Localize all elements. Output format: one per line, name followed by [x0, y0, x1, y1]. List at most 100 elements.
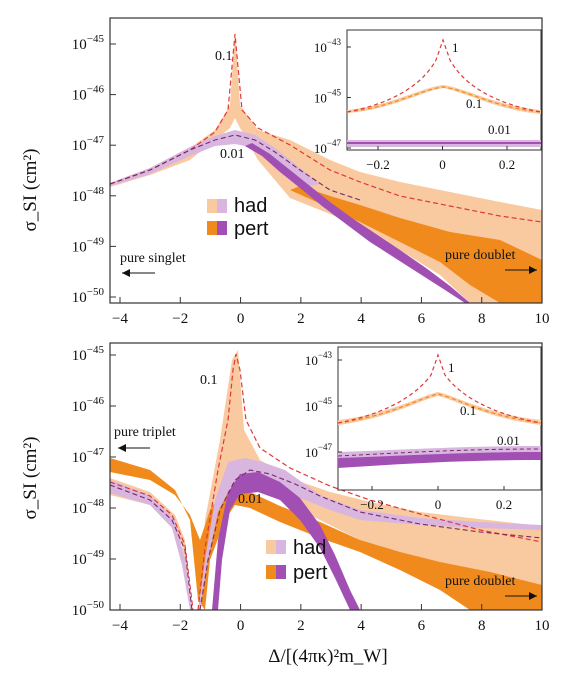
- bot-inset-x-ticks: −0.2 0 0.2: [360, 486, 512, 512]
- y-tick-label: 10−43: [305, 350, 333, 368]
- y-tick-exp: −45: [318, 396, 333, 406]
- bot-pert-band-orange: [110, 458, 542, 610]
- y-tick-base: 10: [72, 603, 87, 619]
- x-tick-label: 4: [357, 311, 365, 327]
- bot-legend-pert-swatch-orange: [266, 565, 276, 579]
- y-tick-label: 10−45: [305, 396, 333, 414]
- top-pert-band-purple: [245, 143, 470, 303]
- bot-inset-label-1: 1: [448, 360, 455, 375]
- bot-label-01: 0.1: [200, 373, 218, 388]
- y-tick-exp: −47: [318, 442, 333, 452]
- y-tick-exp: −45: [87, 33, 105, 45]
- x-tick-label: 2: [297, 311, 305, 327]
- top-frame: [109, 17, 543, 304]
- y-tick-exp: −45: [87, 344, 105, 356]
- top-inset-x-ticks: −0.2 0 0.2: [366, 146, 515, 172]
- top-line-01: [110, 33, 542, 223]
- y-tick-label: 10−50: [72, 286, 105, 306]
- bot-frame: [109, 342, 543, 611]
- y-tick-exp: −43: [318, 350, 333, 360]
- y-tick-base: 10: [314, 40, 327, 55]
- x-tick-label: −2: [172, 618, 188, 634]
- x-tick-label: 0: [237, 618, 245, 634]
- bot-annotation-left: pure triplet: [114, 425, 176, 440]
- x-tick-label: −4: [112, 618, 128, 634]
- bot-inset-line-001: [338, 448, 541, 457]
- top-label-01: 0.1: [215, 49, 233, 64]
- bot-inset-band-purple: [338, 452, 541, 468]
- top-inset-label-01: 0.1: [466, 96, 482, 111]
- x-tick-label: 0: [237, 311, 245, 327]
- y-tick-exp: −46: [87, 84, 105, 96]
- top-inset-line-01: [347, 86, 541, 113]
- top-label-001: 0.01: [220, 147, 245, 162]
- bot-annotation-right: pure doublet: [445, 574, 515, 589]
- y-tick-base: 10: [305, 353, 318, 368]
- top-inset-label-1: 1: [452, 40, 459, 55]
- y-tick-label: 10−46: [72, 395, 105, 415]
- y-tick-exp: −45: [327, 88, 342, 98]
- bot-line-01: [110, 353, 542, 610]
- y-tick-base: 10: [72, 189, 87, 205]
- y-tick-exp: −47: [87, 134, 105, 146]
- top-left-arrowhead-icon: [122, 269, 130, 277]
- bot-inset-line-01: [338, 393, 541, 424]
- bot-inset-band-orange: [338, 392, 541, 425]
- bot-pert-band-purple: [212, 472, 360, 610]
- bot-legend-had-swatch-purple: [276, 540, 286, 554]
- bot-left-arrowhead-icon: [118, 444, 126, 452]
- y-tick-base: 10: [72, 239, 87, 255]
- bot-legend: had pert: [266, 537, 328, 584]
- y-tick-exp: −50: [87, 286, 105, 298]
- y-tick-exp: −47: [327, 138, 342, 148]
- top-line-001: [110, 134, 361, 201]
- x-tick-label: 2: [297, 618, 305, 634]
- y-tick-base: 10: [72, 552, 87, 568]
- x-axis-label: Δ/[(4πκ)²m_W]: [268, 646, 387, 667]
- top-had-band-purple: [110, 130, 320, 188]
- y-tick-label: 10−47: [72, 134, 105, 154]
- y-tick-base: 10: [72, 290, 87, 306]
- x-tick-label: 6: [418, 618, 426, 634]
- top-inset-frame: [346, 29, 542, 151]
- top-legend-had-swatch-orange: [207, 199, 217, 213]
- y-tick-base: 10: [72, 501, 87, 517]
- y-tick-base: 10: [72, 138, 87, 154]
- y-tick-base: 10: [72, 399, 87, 415]
- bot-y-axis-label: σ_SI (cm²): [20, 437, 41, 520]
- top-annotation-left: pure singlet: [120, 251, 186, 266]
- x-tick-label: 10: [535, 618, 550, 634]
- top-y-axis-label: σ_SI (cm²): [20, 149, 41, 232]
- x-tick-label: 0: [439, 157, 446, 172]
- y-tick-label: 10−47: [305, 442, 333, 460]
- bot-inset-label-001: 0.01: [497, 433, 520, 448]
- top-legend-had-swatch-purple: [217, 199, 227, 213]
- top-legend: had pert: [207, 195, 269, 240]
- x-tick-label: −2: [172, 311, 188, 327]
- x-tick-label: 8: [478, 311, 486, 327]
- y-tick-label: 10−45: [72, 344, 105, 364]
- bot-line-001: [110, 469, 542, 610]
- x-tick-label: 8: [478, 618, 486, 634]
- top-right-arrowhead-icon: [529, 266, 537, 274]
- top-legend-pert-swatch-purple: [217, 221, 227, 235]
- y-tick-label: 10−50: [72, 599, 105, 619]
- x-tick-label: 6: [418, 311, 426, 327]
- x-tick-label: 10: [535, 311, 550, 327]
- bot-legend-had-swatch-orange: [266, 540, 276, 554]
- x-tick-label: −0.2: [366, 157, 390, 172]
- y-tick-label: 10−48: [72, 497, 105, 517]
- y-tick-label: 10−46: [72, 84, 105, 104]
- bot-right-arrowhead-icon: [529, 592, 537, 600]
- top-x-ticks: −4 −2 0 2 4 6 8 10: [112, 297, 550, 327]
- y-tick-exp: −43: [327, 37, 342, 47]
- y-tick-base: 10: [305, 399, 318, 414]
- top-pert-band-orange: [290, 186, 542, 303]
- bot-label-001: 0.01: [238, 492, 263, 507]
- y-tick-exp: −47: [87, 446, 105, 458]
